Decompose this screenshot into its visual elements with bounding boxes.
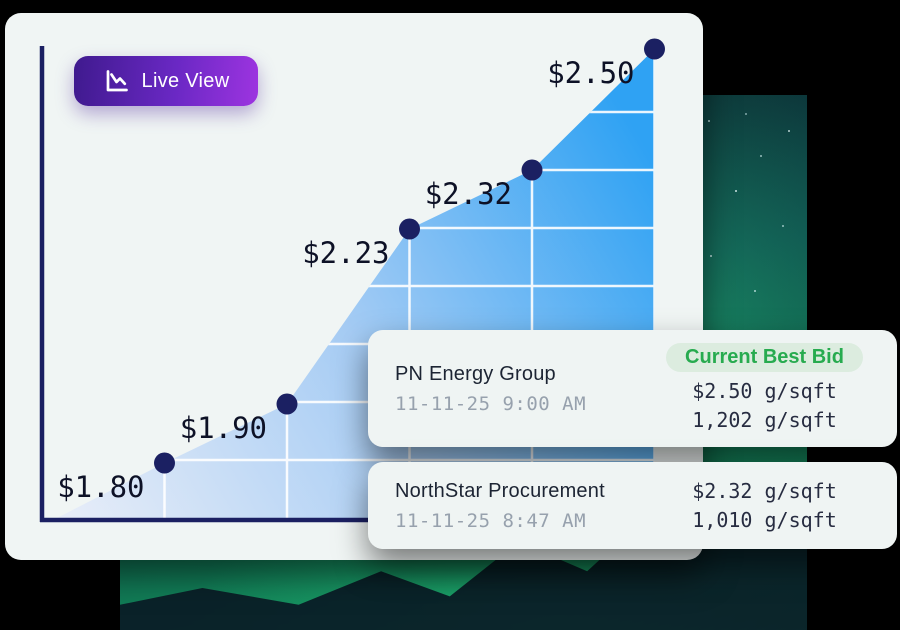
bid-volume: 1,202 g/sqft xyxy=(692,407,837,432)
current-best-bid-badge: Current Best Bid xyxy=(666,342,863,372)
bid-card-pn-energy[interactable]: PN Energy Group 11-11-25 9:00 AM Current… xyxy=(368,330,897,447)
bid-timestamp: 11-11-25 9:00 AM xyxy=(395,392,587,415)
data-point[interactable] xyxy=(276,393,298,415)
data-point[interactable] xyxy=(644,38,665,60)
data-point[interactable] xyxy=(521,159,543,181)
data-point[interactable] xyxy=(154,452,175,474)
bid-price: $2.32 g/sqft xyxy=(692,478,837,503)
data-point-label: $2.32 xyxy=(425,177,512,211)
line-chart-icon xyxy=(103,68,130,95)
data-point-label: $2.50 xyxy=(547,56,634,90)
bid-timestamp: 11-11-25 8:47 AM xyxy=(395,509,587,532)
bid-card-northstar[interactable]: NorthStar Procurement 11-11-25 8:47 AM $… xyxy=(368,462,897,549)
bid-info: PN Energy Group 11-11-25 9:00 AM xyxy=(395,363,586,415)
bid-values: Current Best Bid $2.50 g/sqft 1,202 g/sq… xyxy=(662,342,867,435)
bid-values: $2.32 g/sqft 1,010 g/sqft xyxy=(662,477,867,535)
data-point-label: $1.80 xyxy=(57,470,144,504)
data-point[interactable] xyxy=(399,218,420,240)
live-view-button[interactable]: Live View xyxy=(74,56,258,106)
bidder-name: NorthStar Procurement xyxy=(395,479,605,502)
price-area xyxy=(53,49,655,520)
bid-price: $2.50 g/sqft xyxy=(692,378,837,403)
bid-volume: 1,010 g/sqft xyxy=(692,507,837,532)
data-point-label: $1.90 xyxy=(180,411,267,445)
data-point-label: $2.23 xyxy=(302,236,389,270)
bidder-name: PN Energy Group xyxy=(395,362,556,385)
live-view-label: Live View xyxy=(141,69,230,92)
bid-info: NorthStar Procurement 11-11-25 8:47 AM xyxy=(395,480,605,532)
